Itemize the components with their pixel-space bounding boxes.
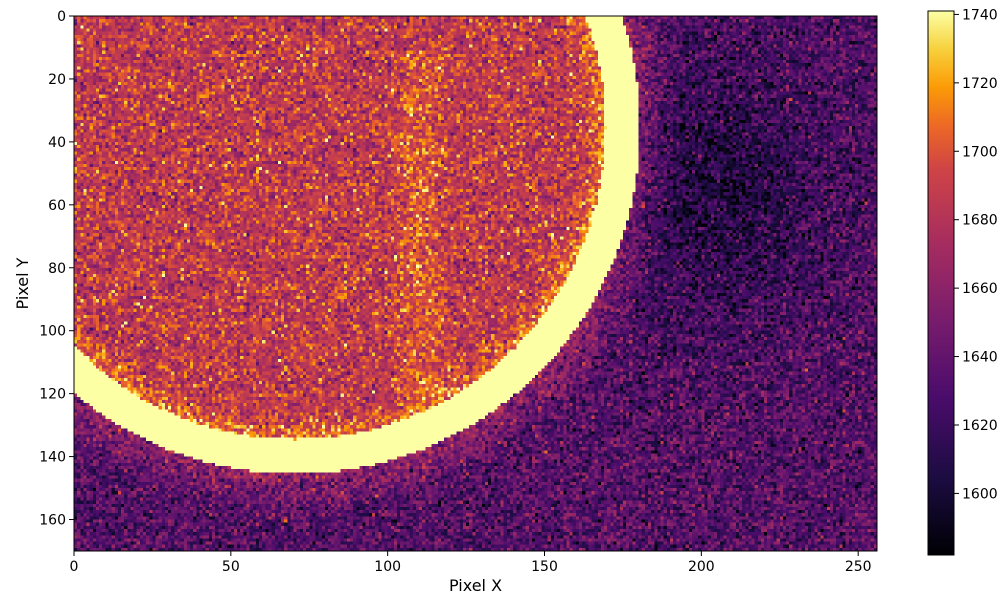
y-tick-label: 20 (48, 72, 66, 88)
colorbar-tick-label: 1680 (962, 213, 998, 229)
y-tick-label: 80 (48, 261, 66, 277)
y-tick-label: 140 (39, 450, 66, 466)
colorbar-axis: 1600 1620 1640 1660 1680 1700 1720 1740 (954, 7, 998, 502)
x-axis-label: Pixel X (449, 576, 502, 595)
y-tick-label: 100 (39, 324, 66, 340)
colorbar (927, 10, 955, 556)
y-tick-label: 60 (48, 198, 66, 214)
colorbar-tick-label: 1740 (962, 7, 998, 23)
heatmap-image (74, 16, 877, 551)
y-axis-label: Pixel Y (13, 257, 32, 309)
y-tick-label: 0 (57, 9, 66, 25)
heatmap-image-container (74, 16, 877, 551)
x-tick-label: 50 (222, 559, 240, 575)
colorbar-tick-label: 1720 (962, 76, 998, 92)
colorbar-tick-label: 1640 (962, 350, 998, 366)
x-axis: 0 50 100 150 200 250 (70, 551, 872, 575)
colorbar-tick-label: 1620 (962, 418, 998, 434)
y-tick-label: 160 (39, 513, 66, 529)
x-tick-label: 150 (531, 559, 558, 575)
colorbar-tick-label: 1600 (962, 486, 998, 502)
x-tick-label: 100 (374, 559, 401, 575)
colorbar-tick-label: 1660 (962, 281, 998, 297)
x-tick-label: 0 (70, 559, 79, 575)
plot-frame (73, 15, 878, 552)
y-tick-label: 40 (48, 135, 66, 151)
y-tick-label: 120 (39, 387, 66, 403)
colorbar-tick-label: 1700 (962, 144, 998, 160)
x-tick-label: 250 (845, 559, 872, 575)
y-axis: 0 20 40 60 80 100 120 140 160 (39, 9, 74, 529)
x-tick-label: 200 (688, 559, 715, 575)
